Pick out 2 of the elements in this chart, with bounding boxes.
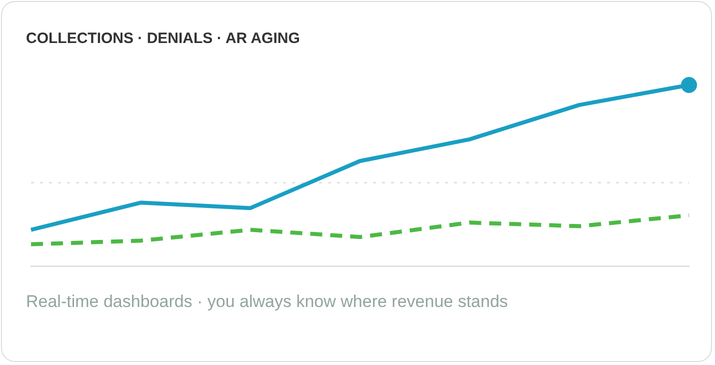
chart-title: COLLECTIONS · DENIALS · AR AGING: [26, 30, 300, 47]
text: Real-time dashboards · you always know where revenue stands: [26, 292, 508, 312]
